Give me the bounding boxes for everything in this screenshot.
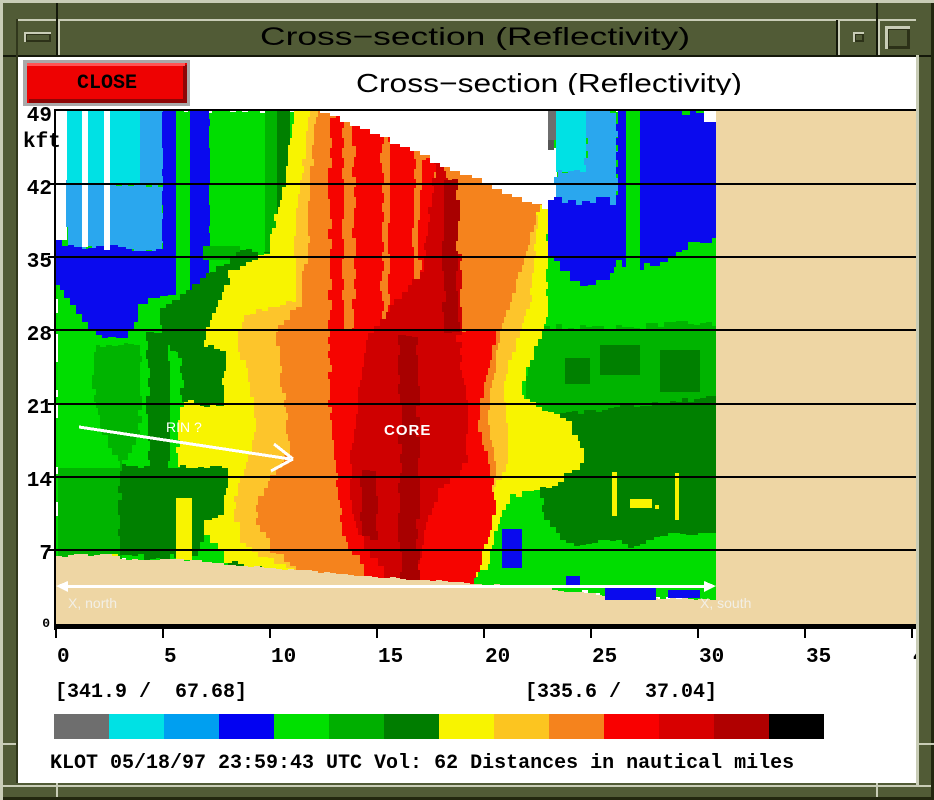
svg-text:15: 15 bbox=[378, 646, 403, 669]
svg-text:0: 0 bbox=[57, 646, 70, 669]
svg-text:[341.9 / 67.68]: [341.9 / 67.68] bbox=[55, 681, 247, 704]
svg-text:Cross−section (Reflectivity): Cross−section (Reflectivity) bbox=[260, 23, 690, 51]
svg-text:14: 14 bbox=[27, 470, 52, 493]
svg-text:35: 35 bbox=[27, 251, 52, 274]
svg-text:CORE: CORE bbox=[384, 422, 431, 439]
svg-text:X, north: X, north bbox=[68, 595, 117, 611]
svg-text:30: 30 bbox=[699, 646, 724, 669]
svg-text:Cross−section (Reflectivity): Cross−section (Reflectivity) bbox=[356, 68, 742, 98]
svg-text:5: 5 bbox=[164, 646, 177, 669]
svg-text:X, south: X, south bbox=[700, 595, 751, 611]
svg-text:28: 28 bbox=[27, 324, 52, 347]
svg-text:kft: kft bbox=[23, 131, 61, 154]
svg-text:10: 10 bbox=[271, 646, 296, 669]
svg-text:20: 20 bbox=[485, 646, 510, 669]
svg-text:0: 0 bbox=[42, 616, 50, 631]
svg-text:25: 25 bbox=[592, 646, 617, 669]
svg-text:42: 42 bbox=[27, 178, 52, 201]
svg-text:KLOT 05/18/97 23:59:43 UTC Vol: KLOT 05/18/97 23:59:43 UTC Vol: 62 Dista… bbox=[50, 752, 794, 775]
svg-text:49: 49 bbox=[27, 105, 52, 128]
svg-text:RIN ?: RIN ? bbox=[166, 419, 202, 435]
svg-text:21: 21 bbox=[27, 397, 52, 420]
svg-text:35: 35 bbox=[806, 646, 831, 669]
svg-text:7: 7 bbox=[39, 543, 52, 566]
svg-text:CLOSE: CLOSE bbox=[77, 72, 137, 95]
svg-text:4: 4 bbox=[913, 646, 926, 669]
svg-text:[335.6 / 37.04]: [335.6 / 37.04] bbox=[525, 681, 717, 704]
